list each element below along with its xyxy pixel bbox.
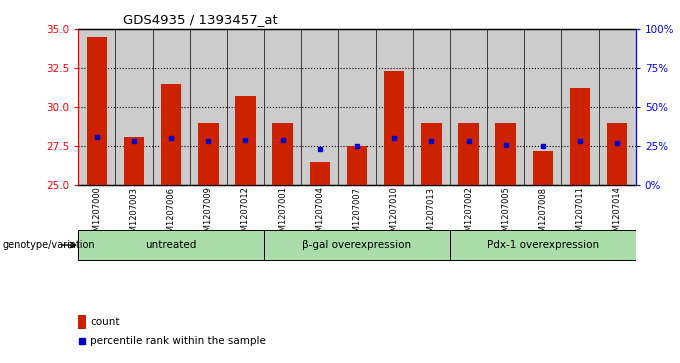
Bar <box>273 123 293 185</box>
Bar <box>421 123 441 185</box>
FancyBboxPatch shape <box>264 230 450 260</box>
Bar <box>264 29 301 185</box>
Text: GDS4935 / 1393457_at: GDS4935 / 1393457_at <box>123 13 277 26</box>
Bar <box>301 29 339 185</box>
Bar <box>487 29 524 185</box>
Bar <box>86 37 107 185</box>
Bar <box>235 96 256 185</box>
Bar <box>570 88 590 185</box>
Bar <box>227 29 264 185</box>
Bar <box>598 29 636 185</box>
Text: count: count <box>90 317 120 327</box>
Bar <box>524 29 562 185</box>
Text: untreated: untreated <box>146 240 197 250</box>
FancyBboxPatch shape <box>78 230 264 260</box>
Bar <box>152 29 190 185</box>
Bar <box>607 123 628 185</box>
Bar <box>161 83 182 185</box>
Bar <box>124 137 144 185</box>
Text: β-gal overexpression: β-gal overexpression <box>303 240 411 250</box>
Bar <box>116 29 152 185</box>
Text: percentile rank within the sample: percentile rank within the sample <box>90 336 266 346</box>
Bar <box>450 29 487 185</box>
Bar <box>78 29 116 185</box>
Bar <box>347 146 367 185</box>
Bar <box>309 162 330 185</box>
Bar <box>339 29 375 185</box>
Bar <box>78 315 86 329</box>
Text: genotype/variation: genotype/variation <box>2 240 95 250</box>
FancyBboxPatch shape <box>450 230 636 260</box>
Bar <box>384 71 405 185</box>
Bar <box>458 123 479 185</box>
Text: Pdx-1 overexpression: Pdx-1 overexpression <box>487 240 599 250</box>
Bar <box>532 151 553 185</box>
Bar <box>413 29 450 185</box>
Bar <box>562 29 598 185</box>
Bar <box>496 123 516 185</box>
Bar <box>198 123 218 185</box>
Bar <box>190 29 227 185</box>
Bar <box>375 29 413 185</box>
